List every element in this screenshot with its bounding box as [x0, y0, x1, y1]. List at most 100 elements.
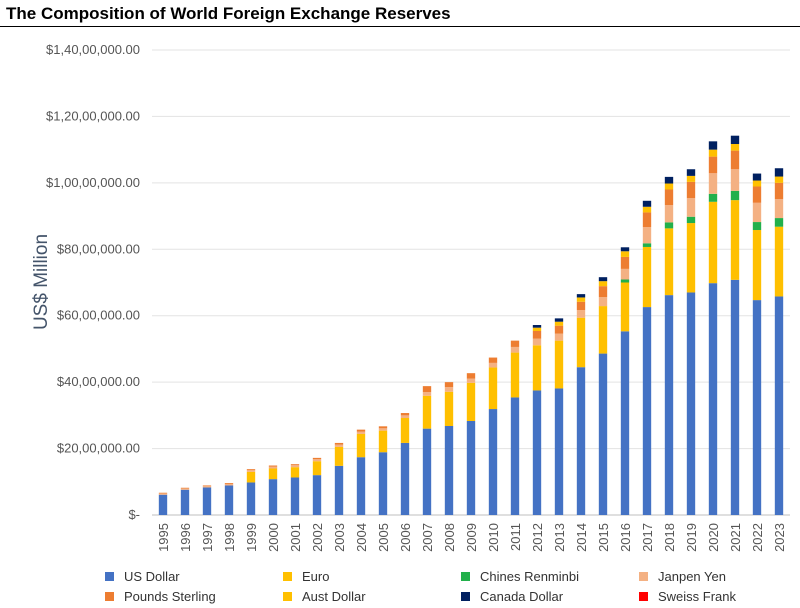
bar-segment: [378, 430, 388, 453]
bar-segment: [334, 446, 344, 466]
legend-swatch: [639, 572, 648, 581]
y-axis-label: US$ Million: [31, 234, 52, 330]
bar-segment: [510, 340, 520, 347]
bar-segment: [730, 135, 740, 144]
x-tick-label: 2020: [706, 523, 721, 552]
bar-segment: [290, 477, 300, 515]
bar-segment: [532, 390, 542, 515]
bar-segment: [620, 268, 630, 280]
bar-segment: [620, 251, 630, 257]
bar-segment: [268, 468, 278, 480]
x-axis-ticks: 1995 1996 1997 1998 1999 2000 2001 2002 2003 2004…: [156, 523, 787, 552]
bar-segment: [620, 256, 630, 269]
x-tick-label: 2018: [662, 523, 677, 552]
bar-segment: [290, 467, 300, 478]
x-tick-label: 2006: [398, 523, 413, 552]
legend-label: Canada Dollar: [480, 589, 564, 604]
chart-title: The Composition of World Foreign Exchang…: [6, 4, 451, 23]
bar-segment: [400, 442, 410, 515]
bar-segment: [312, 475, 322, 515]
x-tick-label: 2021: [728, 523, 743, 552]
bar-segment: [268, 466, 278, 469]
y-tick-label: $-: [128, 507, 140, 522]
bar-segment: [752, 222, 762, 231]
legend-swatch: [105, 592, 114, 601]
x-tick-label: 2012: [530, 523, 545, 552]
legend-swatch: [283, 592, 292, 601]
bar-segment: [378, 428, 388, 431]
x-tick-label: 2019: [684, 523, 699, 552]
bar-segment: [422, 395, 432, 429]
bar-segment: [752, 230, 762, 301]
bar-segment: [708, 201, 718, 284]
bar-segment: [686, 198, 696, 217]
bar-segment: [686, 292, 696, 515]
bar-segment: [752, 300, 762, 515]
bar-segment: [180, 487, 190, 489]
bar-segment: [444, 387, 454, 392]
x-tick-label: 2014: [574, 523, 589, 552]
legend-swatch: [461, 592, 470, 601]
bar-segment: [708, 193, 718, 202]
bar-segment: [466, 382, 476, 422]
bar-segment: [224, 484, 234, 486]
bar-segment: [752, 202, 762, 223]
legend-label: Euro: [302, 569, 330, 584]
bar-segment: [422, 428, 432, 515]
bar-segment: [620, 331, 630, 515]
x-tick-label: 2003: [332, 523, 347, 552]
x-tick-label: 1998: [222, 523, 237, 552]
bar-segment: [620, 247, 630, 252]
x-tick-label: 2000: [266, 523, 281, 552]
bar-segment: [598, 286, 608, 298]
bar-segment: [400, 415, 410, 419]
bar-segment: [554, 333, 564, 341]
bar-segment: [598, 281, 608, 287]
legend-label: Chines Renminbi: [480, 569, 579, 584]
bar-segment: [730, 169, 740, 191]
bar-segment: [642, 212, 652, 228]
bar-segment: [510, 397, 520, 515]
x-tick-label: 2017: [640, 523, 655, 552]
x-tick-label: 2010: [486, 523, 501, 552]
bar-segment: [642, 200, 652, 207]
bar-segment: [356, 431, 366, 434]
bar-segment: [664, 189, 674, 206]
bar-segment: [686, 216, 696, 224]
bar-segment: [224, 483, 234, 485]
bar-segment: [708, 283, 718, 515]
bar-segment: [664, 222, 674, 229]
x-tick-label: 2007: [420, 523, 435, 552]
bar-segment: [576, 301, 586, 311]
x-tick-label: 2016: [618, 523, 633, 552]
legend-item: Chines Renminbi: [461, 569, 579, 584]
bar-segment: [598, 277, 608, 282]
bar-segment: [774, 176, 784, 183]
bar-segment: [554, 388, 564, 515]
bar-segment: [774, 296, 784, 515]
bar-segment: [400, 413, 410, 416]
bar-segment: [642, 246, 652, 308]
bar-segment: [532, 325, 542, 328]
bar-segment: [246, 482, 256, 515]
x-tick-label: 1999: [244, 523, 259, 552]
bar-segment: [488, 367, 498, 410]
bar-segment: [664, 205, 674, 223]
bar-segment: [422, 386, 432, 393]
y-tick-label: $40,00,000.00: [57, 374, 140, 389]
x-tick-label: 2009: [464, 523, 479, 552]
x-tick-label: 2015: [596, 523, 611, 552]
bar-segment: [356, 429, 366, 432]
bar-segment: [532, 330, 542, 339]
bar-segment: [576, 294, 586, 298]
legend-item: Aust Dollar: [283, 589, 366, 604]
legend-item: Pounds Sterling: [105, 589, 216, 604]
bar-segment: [532, 338, 542, 346]
x-tick-label: 2004: [354, 523, 369, 552]
bar-segment: [356, 433, 366, 458]
bar-segment: [554, 318, 564, 322]
x-tick-label: 2023: [772, 523, 787, 552]
bar-segment: [312, 459, 322, 462]
bar-segment: [290, 464, 300, 466]
bar-segment: [180, 489, 190, 515]
